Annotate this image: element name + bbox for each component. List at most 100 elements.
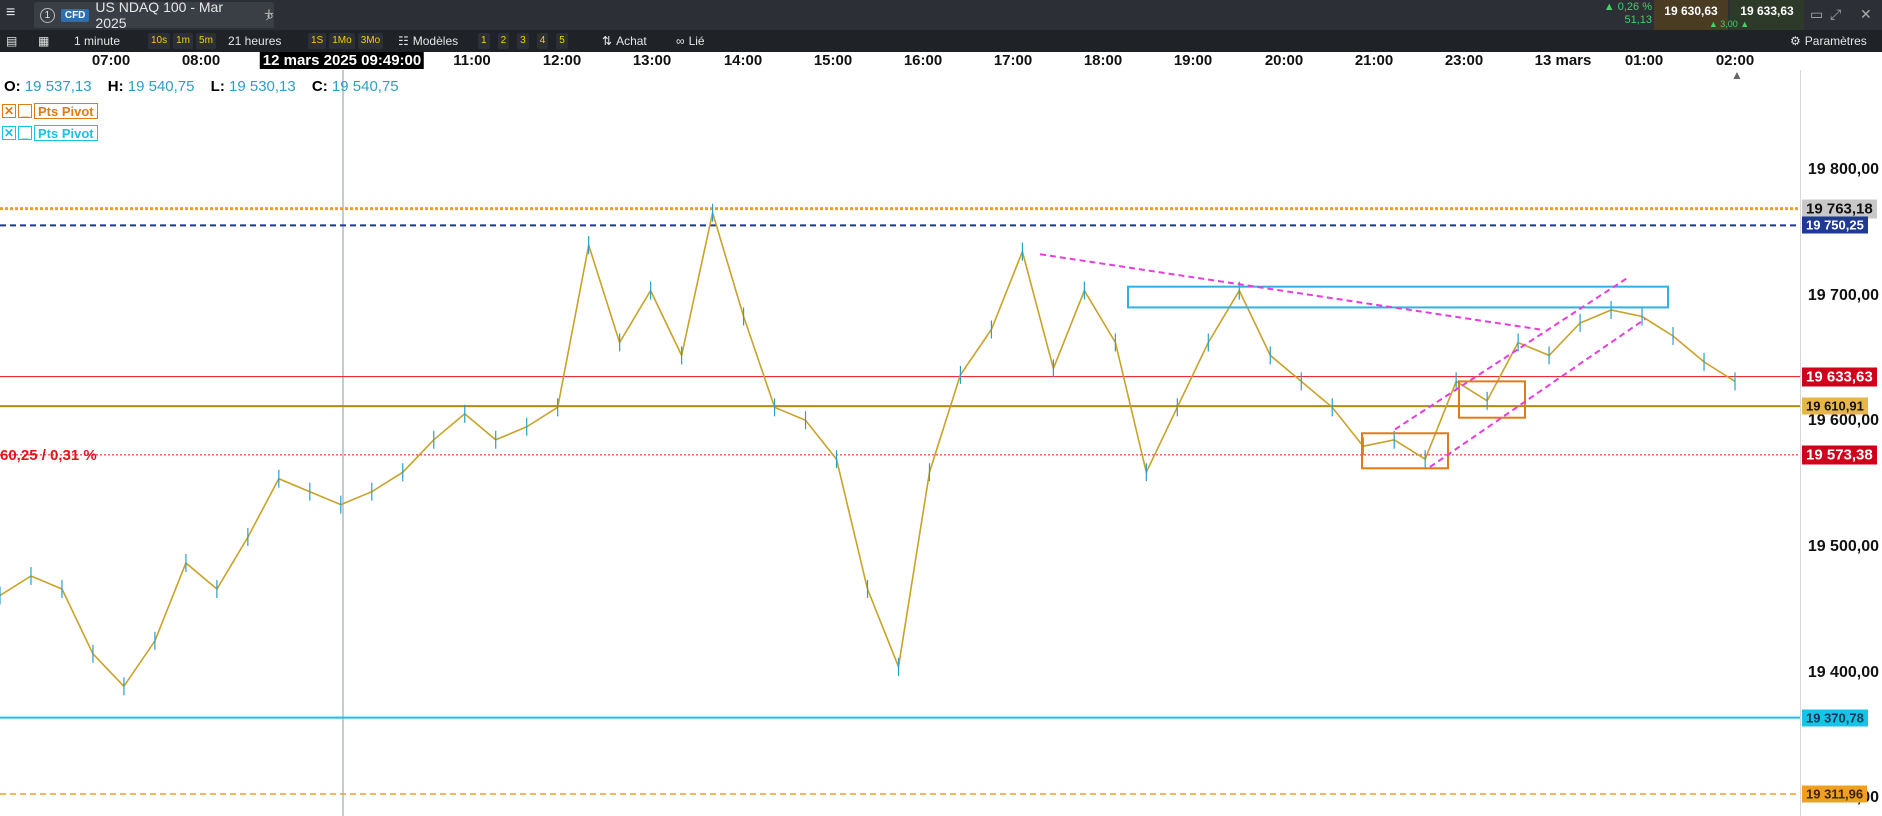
buy-button[interactable]: ⇅ Achat — [602, 33, 647, 49]
time-tick: 08:00 — [181, 52, 221, 69]
bid-price[interactable]: 19 630,63 — [1654, 0, 1728, 30]
buy-icon: ⇅ — [602, 34, 613, 48]
high-value: 19 540,75 — [127, 78, 195, 95]
slot-5-button[interactable]: 5 — [556, 33, 568, 49]
time-tick: 16:00 — [903, 52, 943, 69]
consolidation-zone — [1458, 380, 1526, 419]
info-icon[interactable]: 1 — [40, 7, 55, 23]
interval-1m-button[interactable]: 1m — [173, 33, 194, 49]
grid-layout-icon[interactable]: ▦ — [38, 34, 50, 48]
settings-button[interactable]: ⚙ Paramètres — [1790, 33, 1867, 49]
minimize-indicator-icon[interactable]: _ — [18, 104, 32, 118]
price-axis[interactable]: ▲ 19 800,00 19 700,00 19 600,00 19 500,0… — [1731, 68, 1882, 816]
spread: ▲ 3,00 ▲ — [1708, 19, 1750, 29]
slot-4-button[interactable]: 4 — [536, 33, 549, 49]
time-tick: 01:00 — [1624, 52, 1664, 69]
time-tick: 02:00 — [1715, 52, 1755, 69]
range-select[interactable]: 21 heures — [228, 34, 282, 48]
range-1s-button[interactable]: 1S — [308, 33, 327, 49]
time-axis: 07:00 08:00 12 mars 2025 09:49:00 11:00 … — [0, 52, 1800, 70]
remove-indicator-icon[interactable]: ✕ — [2, 104, 16, 118]
price-level-badge: 19 610,91 — [1802, 397, 1868, 415]
chart-toolbar: ▤ ▦ 1 minute 10s 1m 5m 21 heures 1S 1Mo … — [0, 30, 1882, 52]
price-tick: 19 700,00 — [1807, 287, 1879, 304]
trend-line — [1039, 253, 1541, 331]
instrument-tab[interactable]: 1 CFD US NDAQ 100 - Mar 2025 ⌕ — [34, 0, 274, 31]
price-level-badge: 19 573,38 — [1802, 445, 1877, 465]
quick-intervals: 10s 1m 5m — [148, 33, 216, 49]
high-label: H: — [107, 78, 124, 95]
interval-5m-button[interactable]: 5m — [196, 33, 216, 49]
interval-10s-button[interactable]: 10s — [148, 33, 171, 49]
time-tick: 13:00 — [632, 52, 672, 69]
instrument-title: US NDAQ 100 - Mar 2025 — [95, 0, 223, 31]
trend-line — [1394, 276, 1629, 431]
cfd-badge: CFD — [60, 8, 90, 22]
trend-line — [1429, 318, 1646, 468]
buy-label: Achat — [616, 34, 647, 48]
change-percent: ▲ 0,26 % — [1603, 1, 1652, 13]
time-tick: 17:00 — [993, 52, 1033, 69]
price-level-badge: 19 311,96 — [1802, 785, 1868, 803]
change-absolute: 51,13 — [1624, 14, 1652, 26]
templates-icon: ☷ — [398, 34, 409, 48]
price-chart[interactable] — [0, 70, 1800, 816]
time-tick: 12:00 — [542, 52, 582, 69]
time-tick: 20:00 — [1264, 52, 1304, 69]
time-tick: 14:00 — [723, 52, 763, 69]
open-value: 19 537,13 — [24, 78, 92, 95]
time-tick: 23:00 — [1444, 52, 1484, 69]
open-label: O: — [4, 78, 21, 95]
close-icon[interactable]: ✕ — [1860, 6, 1872, 22]
range-1mo-button[interactable]: 1Mo — [329, 33, 355, 49]
time-tick: 18:00 — [1083, 52, 1123, 69]
range-3mo-button[interactable]: 3Mo — [357, 33, 384, 49]
linked-label: Lié — [688, 34, 705, 48]
ohlc-readout: O: 19 537,13 H: 19 540,75 L: 19 530,13 C… — [4, 78, 411, 95]
linked-button[interactable]: ∞ Lié — [676, 33, 705, 49]
daily-change: ▲ 0,26 % 51,13 — [1592, 1, 1652, 27]
time-tick: 13 mars — [1534, 52, 1592, 69]
price-tick: 19 500,00 — [1807, 538, 1879, 555]
scroll-up-icon[interactable]: ▲ — [1731, 68, 1743, 82]
layout-icon[interactable]: ▤ — [6, 34, 18, 48]
interval-select[interactable]: 1 minute — [74, 34, 121, 48]
slot-2-button[interactable]: 2 — [497, 33, 510, 49]
price-level-badge: 19 370,78 — [1802, 709, 1868, 727]
gear-icon: ⚙ — [1790, 34, 1801, 48]
change-label: 60,25 / 0,31 % — [0, 447, 97, 464]
consolidation-zone — [1361, 432, 1449, 470]
link-icon: ∞ — [676, 34, 685, 48]
search-icon[interactable]: ⌕ — [266, 6, 274, 23]
indicator-label: Pts Pivot — [34, 103, 98, 119]
settings-label: Paramètres — [1804, 34, 1867, 48]
time-tick: 15:00 — [813, 52, 853, 69]
price-tick: 19 600,00 — [1807, 412, 1879, 429]
indicator-label: Pts Pivot — [34, 125, 98, 141]
menu-icon[interactable]: ≡ — [6, 4, 16, 21]
indicator-pivot-cyan[interactable]: ✕ _ Pts Pivot — [2, 125, 98, 141]
price-tick: 19 800,00 — [1807, 161, 1879, 178]
indicator-pivot-orange[interactable]: ✕ _ Pts Pivot — [2, 103, 98, 119]
price-level-badge: 19 750,25 — [1802, 216, 1868, 234]
price-series-line — [0, 212, 1736, 688]
ask-price[interactable]: 19 633,63 — [1730, 0, 1804, 30]
time-tick: 21:00 — [1354, 52, 1394, 69]
detach-icon[interactable]: ⤢ — [1830, 6, 1842, 22]
slot-3-button[interactable]: 3 — [517, 33, 529, 49]
template-slots: 1 2 3 4 5 — [478, 33, 568, 49]
quick-ranges: 1S 1Mo 3Mo — [308, 33, 384, 49]
low-label: L: — [210, 78, 225, 95]
add-tab-icon[interactable]: + — [264, 4, 274, 23]
templates-label: Modèles — [412, 34, 459, 48]
title-bar: ≡ 1 CFD US NDAQ 100 - Mar 2025 ⌕ + ▲ 0,2… — [0, 0, 1882, 31]
close-label: C: — [311, 78, 328, 95]
minimize-icon[interactable]: ▭ — [1810, 6, 1824, 22]
resistance-zone — [1127, 285, 1669, 309]
minimize-indicator-icon[interactable]: _ — [18, 126, 32, 140]
price-tick: 19 400,00 — [1807, 664, 1879, 681]
templates-button[interactable]: ☷ Modèles — [398, 33, 458, 49]
slot-1-button[interactable]: 1 — [478, 33, 490, 49]
remove-indicator-icon[interactable]: ✕ — [2, 126, 16, 140]
price-level-badge: 19 633,63 — [1802, 367, 1877, 387]
